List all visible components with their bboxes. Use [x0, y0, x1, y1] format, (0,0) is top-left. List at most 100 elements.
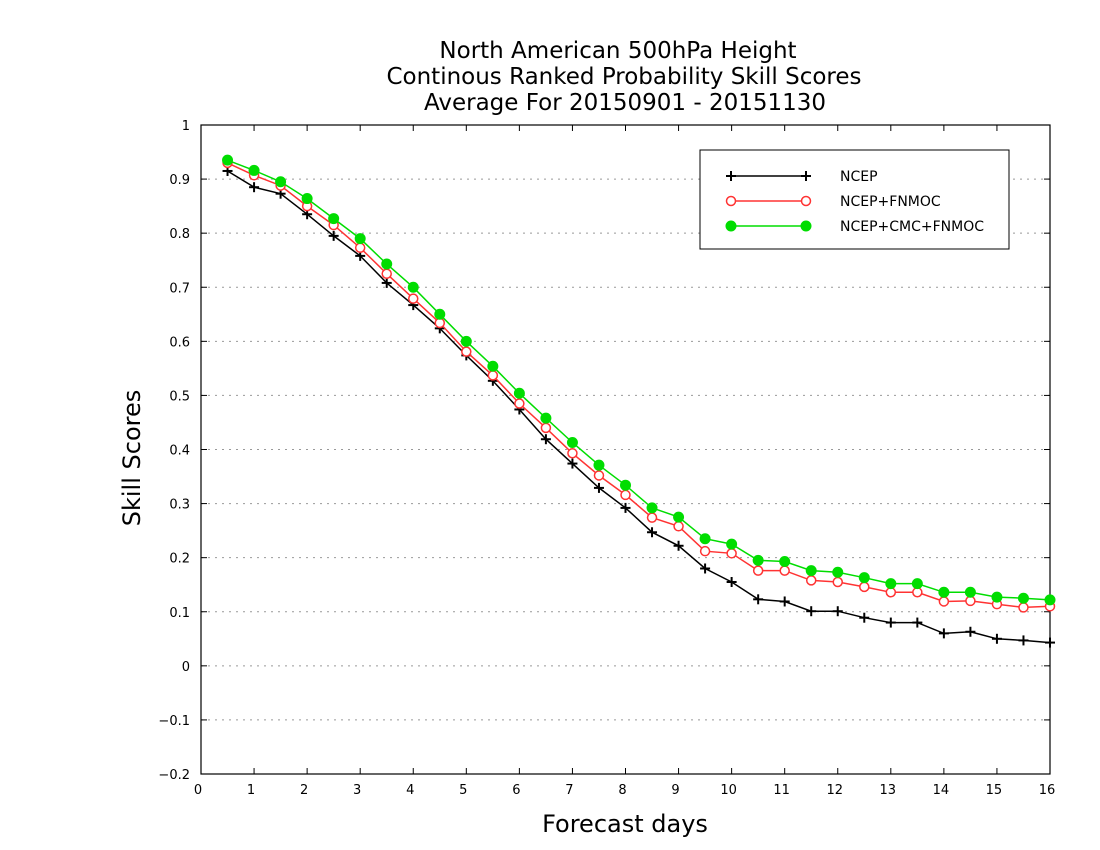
data-point — [620, 479, 631, 491]
data-point — [566, 436, 578, 448]
data-point — [328, 230, 339, 241]
x-tick-label: 2 — [300, 783, 308, 798]
grid-lines — [201, 178, 1050, 721]
data-point — [800, 195, 812, 207]
data-point — [328, 213, 340, 225]
y-tick-label: −0.1 — [158, 714, 190, 729]
x-tick-label: 5 — [459, 783, 467, 798]
data-point — [965, 626, 976, 637]
data-point — [673, 511, 685, 523]
data-point — [725, 195, 737, 207]
data-point — [885, 587, 897, 598]
data-point — [434, 317, 446, 329]
data-point — [567, 448, 578, 459]
data-point — [779, 596, 790, 607]
data-point — [354, 233, 366, 245]
x-tick-label: 14 — [933, 783, 950, 798]
x-tick-label: 7 — [565, 783, 573, 798]
data-point — [407, 281, 419, 293]
x-tick-label: 16 — [1039, 783, 1056, 798]
data-point — [620, 502, 631, 513]
y-tick-label: 0.4 — [169, 444, 190, 459]
data-point — [354, 242, 366, 254]
data-point — [673, 540, 684, 551]
legend-label: NCEP+FNMOC — [840, 194, 941, 210]
data-point — [487, 360, 499, 372]
data-point — [700, 563, 711, 574]
data-point — [725, 220, 737, 232]
data-point — [752, 565, 764, 576]
data-point — [461, 346, 472, 357]
x-tick-label: 9 — [671, 783, 679, 798]
data-point — [858, 572, 870, 584]
x-tick-label: 1 — [247, 783, 255, 798]
data-point — [1017, 592, 1029, 604]
data-point — [540, 412, 552, 424]
data-point — [801, 171, 811, 181]
data-point — [593, 482, 604, 493]
data-point — [753, 594, 764, 605]
y-tick-label: 0.2 — [169, 552, 190, 567]
data-point — [540, 434, 551, 445]
data-point — [885, 617, 896, 628]
y-tick-label: 0 — [182, 660, 190, 675]
x-tick-label: 11 — [773, 783, 790, 798]
data-point — [301, 193, 313, 205]
y-tick-label: 0.3 — [169, 498, 190, 513]
data-point — [381, 277, 392, 288]
series-layer — [222, 154, 1056, 648]
x-tick-label: 4 — [406, 783, 414, 798]
x-tick-label: 12 — [826, 783, 843, 798]
data-point — [513, 387, 525, 399]
data-point — [964, 586, 976, 598]
data-point — [593, 459, 605, 471]
y-tick-label: 0.1 — [169, 606, 190, 621]
y-tick-label: 0.7 — [169, 281, 190, 296]
data-point — [912, 587, 923, 598]
data-point — [726, 538, 738, 550]
data-point — [646, 502, 658, 514]
axis-ticks — [200, 124, 1051, 775]
y-tick-label: 0.6 — [169, 335, 190, 350]
legend: NCEP NCEP+FNMOC NCEP+CMC+FNMOC — [699, 149, 1010, 250]
x-tick-label: 6 — [512, 783, 520, 798]
data-point — [434, 308, 446, 320]
data-point — [248, 164, 260, 176]
data-point — [249, 182, 260, 193]
data-point — [408, 293, 419, 304]
data-point — [487, 370, 499, 381]
data-point — [460, 335, 472, 347]
data-point — [805, 565, 817, 577]
y-tick-label: 1 — [182, 119, 190, 134]
title-line-3: Average For 20150901 - 20151130 — [424, 90, 826, 116]
data-point — [991, 591, 1003, 603]
title-line-1: North American 500hPa Height — [439, 38, 796, 64]
y-tick-label: −0.2 — [158, 768, 190, 783]
data-point — [726, 171, 736, 181]
data-point — [647, 527, 658, 538]
data-point — [646, 512, 658, 523]
legend-label: NCEP+CMC+FNMOC — [840, 219, 984, 235]
data-point — [779, 565, 790, 576]
series-ncep — [222, 165, 1055, 648]
data-point — [1044, 594, 1056, 606]
data-point — [1018, 635, 1029, 646]
x-tick-label: 10 — [720, 783, 737, 798]
data-point — [699, 533, 711, 545]
x-tick-label: 8 — [618, 783, 626, 798]
data-point — [965, 595, 976, 607]
legend-box — [699, 149, 1010, 250]
chart-title: North American 500hPa Height Continous R… — [386, 38, 861, 116]
data-point — [726, 577, 737, 588]
data-point — [859, 612, 870, 623]
data-point — [567, 458, 578, 469]
data-point — [1045, 637, 1055, 648]
data-point — [938, 596, 950, 607]
legend-item: NCEP+CMC+FNMOC — [725, 219, 984, 235]
y-tick-label: 0.9 — [169, 173, 190, 188]
data-point — [832, 606, 843, 617]
data-point — [673, 521, 684, 532]
y-tick-labels: −0.2 −0.1 0 0.1 0.2 0.3 0.4 0.5 0.6 0.7 0.8 0.9 1 — [158, 119, 190, 783]
data-point — [806, 606, 817, 617]
data-point — [593, 470, 605, 481]
